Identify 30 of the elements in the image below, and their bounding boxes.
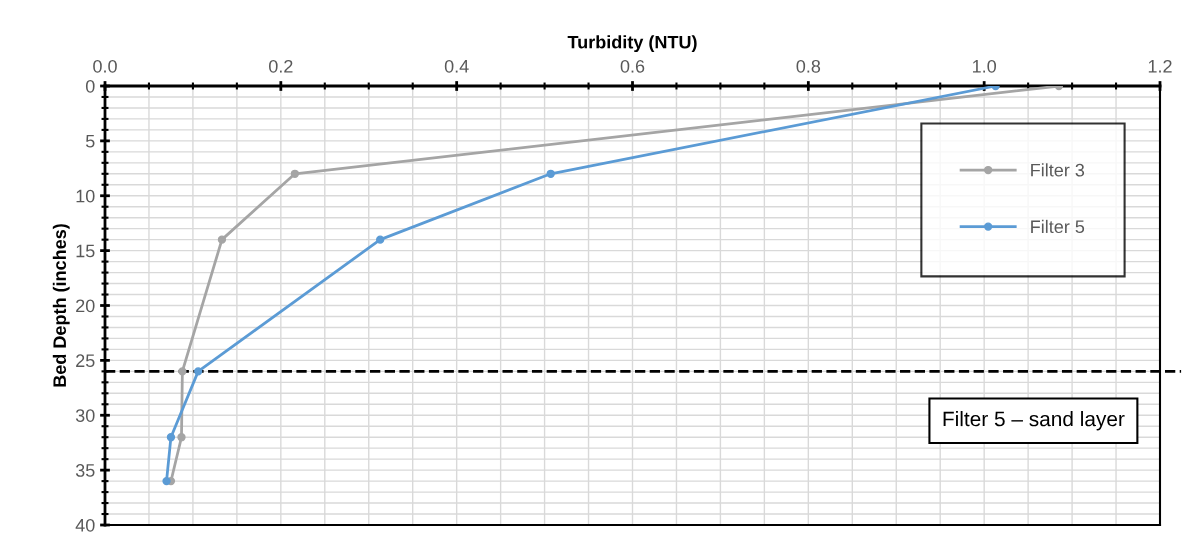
y-tick-label: 5	[85, 135, 95, 148]
point	[162, 476, 171, 486]
point	[217, 235, 227, 244]
x-tick-label: 1.0	[972, 59, 997, 73]
y-tick-label: 25	[76, 354, 95, 368]
y-tick-label: 35	[75, 464, 95, 477]
point	[546, 169, 555, 178]
y-tick-label: 10	[76, 189, 95, 203]
x-tick-label: 0.4	[444, 59, 469, 73]
point	[376, 235, 385, 244]
x-axis-title: Turbidity (NTU)	[567, 35, 697, 53]
y-tick-label: 40	[75, 518, 95, 532]
x-tick-label: 0.0	[93, 59, 117, 73]
y-tick-label: 20	[76, 299, 95, 313]
ref-line-label: Filter 5 – sand layer	[943, 411, 1125, 431]
y-tick-label: 0	[85, 79, 95, 93]
x-tick-label: 0.6	[620, 59, 645, 73]
y-tick-label: 30	[75, 409, 95, 422]
point	[177, 433, 186, 442]
y-axis-title: Bed Depth (inches)	[52, 224, 70, 387]
point	[290, 169, 300, 178]
legend-label: Filter 3	[1031, 163, 1085, 177]
point	[194, 367, 203, 376]
x-tick-label: 0.8	[796, 59, 821, 73]
x-tick-label: 0.2	[268, 59, 293, 73]
legend-label: Filter 5	[1031, 219, 1085, 234]
point	[178, 367, 187, 376]
point	[166, 433, 176, 442]
x-tick-label: 1.2	[1148, 59, 1172, 73]
y-tick-label: 15	[76, 244, 95, 258]
